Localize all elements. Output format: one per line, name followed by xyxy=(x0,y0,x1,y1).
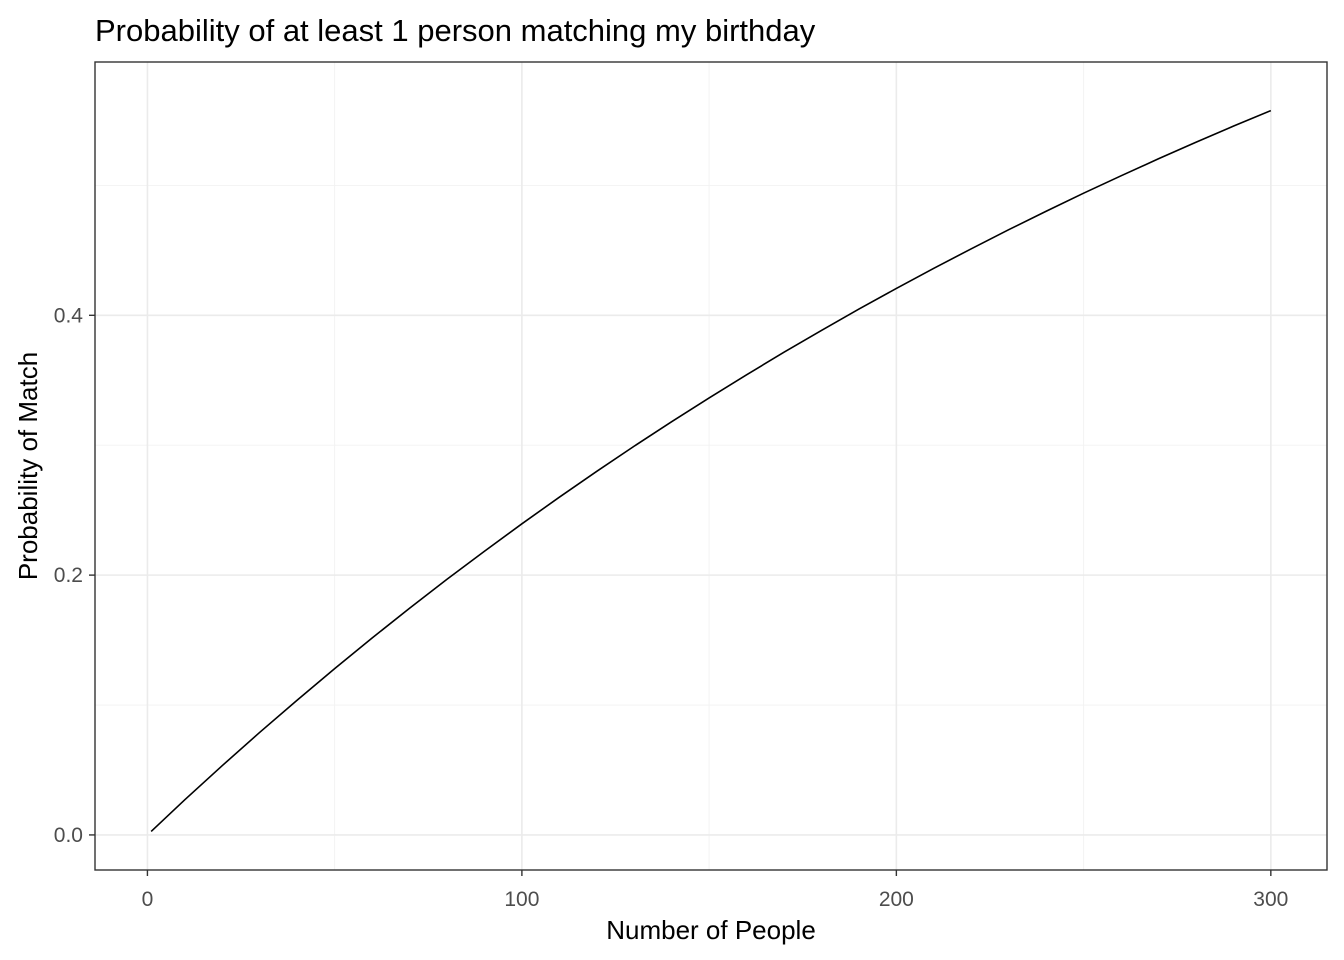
series-line xyxy=(150,109,1272,833)
panel-border xyxy=(94,61,1328,871)
x-tick-label: 300 xyxy=(1253,888,1288,911)
x-tick-label: 0 xyxy=(142,888,154,911)
data-series xyxy=(150,109,1272,833)
panel-background xyxy=(95,62,1327,870)
major-gridlines xyxy=(95,62,1327,870)
y-axis: 0.0 0.2 0.4 xyxy=(54,304,95,847)
x-axis: 0 100 200 300 xyxy=(142,870,1288,911)
chart-title: Probability of at least 1 person matchin… xyxy=(95,13,816,48)
y-tick-label: 0.2 xyxy=(54,564,83,587)
y-tick-label: 0.0 xyxy=(54,824,83,847)
plot-panel xyxy=(94,61,1328,871)
x-axis-title: Number of People xyxy=(606,915,816,945)
minor-gridlines xyxy=(95,62,1327,870)
y-tick-label: 0.4 xyxy=(54,304,84,327)
x-tick-label: 200 xyxy=(879,888,914,911)
y-axis-title: Probability of Match xyxy=(13,352,43,580)
x-tick-label: 100 xyxy=(504,888,539,911)
